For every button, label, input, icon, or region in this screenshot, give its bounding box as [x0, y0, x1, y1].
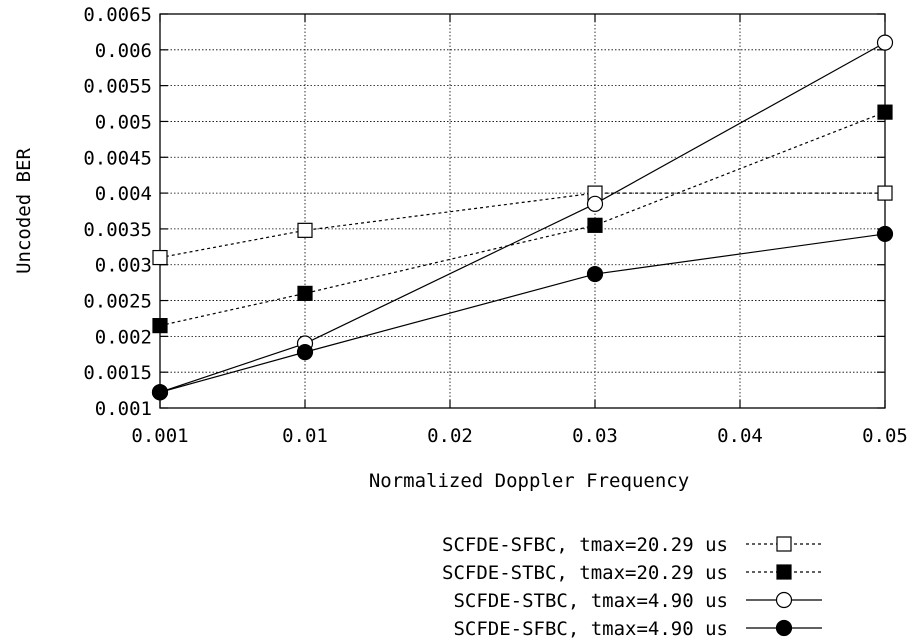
legend-marker	[775, 591, 793, 609]
y-tick-label: 0.0055	[83, 76, 152, 98]
series-4	[151, 225, 894, 401]
legend-item: SCFDE-STBC, tmax=4.90 us	[453, 590, 822, 612]
y-tick-label: 0.004	[95, 183, 152, 205]
y-tick-label: 0.0065	[83, 4, 152, 26]
series-line	[159, 111, 886, 327]
series-group	[151, 34, 894, 401]
x-tick-label: 0.04	[717, 425, 763, 447]
legend-label: SCFDE-SFBC, tmax=20.29 us	[442, 534, 728, 556]
x-tick-label: 0.02	[427, 425, 473, 447]
data-point	[877, 104, 893, 120]
data-point	[586, 195, 604, 212]
legend-item: SCFDE-SFBC, tmax=20.29 us	[442, 534, 822, 556]
y-tick-label: 0.003	[95, 255, 152, 277]
grid-lines	[160, 14, 885, 408]
data-point	[586, 265, 604, 283]
plot-frame	[159, 13, 886, 409]
x-tick-label: 0.05	[862, 425, 908, 447]
data-point	[296, 344, 314, 361]
axis-ticks: 0.001 0.0015 0.002 0.0025 0.003 0.0035 0.004 0.…	[83, 4, 908, 447]
y-tick-label: 0.002	[95, 326, 152, 348]
y-tick-label: 0.0025	[83, 291, 152, 313]
legend-item: SCFDE-SFBC, tmax=4.90 us	[453, 618, 822, 640]
data-point	[876, 225, 894, 243]
legend-item: SCFDE-STBC, tmax=20.29 us	[442, 562, 822, 584]
x-tick-label: 0.001	[131, 425, 188, 447]
x-axis-label: Normalized Doppler Frequency	[369, 470, 689, 492]
y-tick-label: 0.0015	[83, 362, 152, 384]
x-tick-label: 0.01	[282, 425, 328, 447]
data-point	[151, 384, 169, 401]
y-axis-label: Uncoded BER	[13, 148, 35, 274]
y-tick-label: 0.006	[95, 40, 152, 62]
legend-marker	[776, 564, 792, 580]
data-point	[152, 318, 168, 334]
data-point	[297, 222, 313, 238]
legend-label: SCFDE-STBC, tmax=4.90 us	[453, 590, 728, 612]
y-tick-label: 0.001	[95, 398, 152, 420]
series-1	[152, 185, 893, 266]
data-point	[297, 285, 313, 301]
series-line	[159, 192, 885, 259]
series-2	[152, 104, 893, 334]
series-3	[151, 34, 894, 401]
series-line	[159, 233, 886, 393]
x-tick-label: 0.03	[572, 425, 618, 447]
data-point	[876, 34, 894, 51]
legend-marker	[775, 619, 793, 637]
series-line	[159, 42, 886, 393]
data-point	[587, 217, 603, 233]
legend-label: SCFDE-STBC, tmax=20.29 us	[442, 562, 728, 584]
legend-marker	[776, 536, 792, 552]
y-tick-label: 0.0045	[83, 147, 152, 169]
legend-label: SCFDE-SFBC, tmax=4.90 us	[453, 618, 728, 640]
data-point	[877, 185, 893, 201]
y-tick-label: 0.0035	[83, 219, 152, 241]
y-tick-label: 0.005	[95, 111, 152, 133]
legend: SCFDE-SFBC, tmax=20.29 us SCFDE-STBC, tma…	[442, 534, 822, 640]
data-point	[152, 249, 168, 266]
